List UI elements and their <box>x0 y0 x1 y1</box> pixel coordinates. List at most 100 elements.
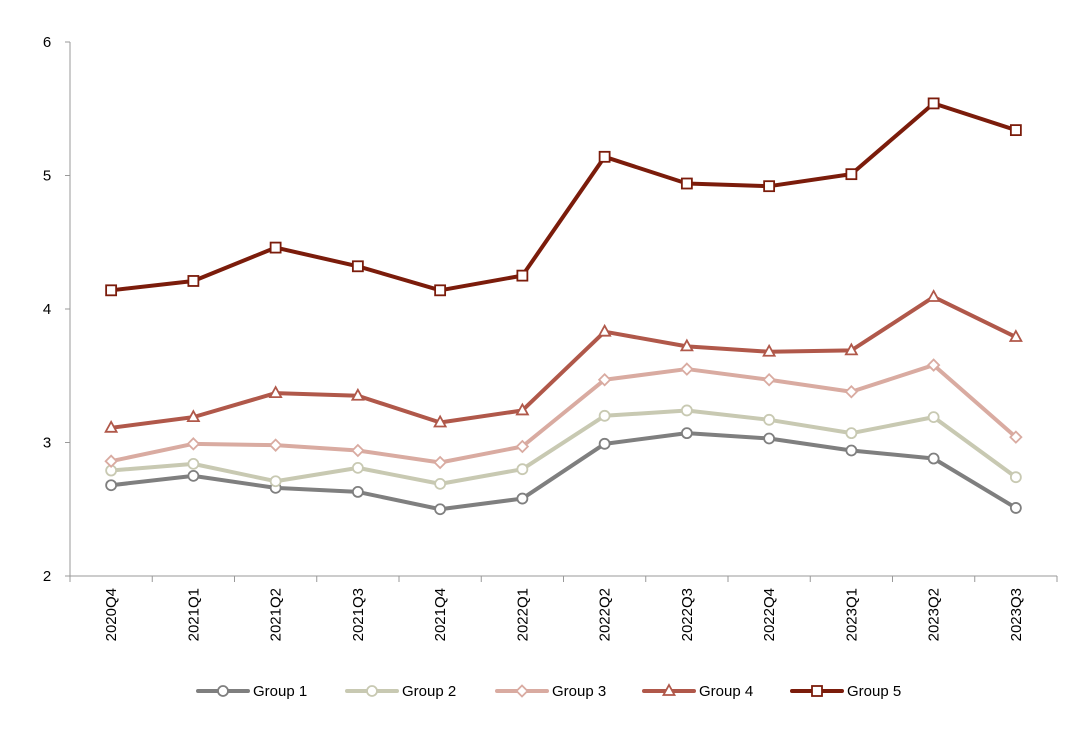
x-tick-label: 2022Q3 <box>679 588 696 641</box>
data-point: Group 2 2023Q2: 3.19 <box>927 411 940 424</box>
x-tick-label: 2023Q2 <box>926 588 943 641</box>
legend: Group 1 Group 2 Group 3 Group 4 Group 5 <box>196 683 901 700</box>
x-tick-label: 2023Q1 <box>843 588 860 641</box>
series-line <box>109 408 1018 486</box>
series-group-4: Group 4 2020Q4: 3.11 Group 4 2021Q1: 3.19… <box>104 289 1023 433</box>
data-point: Group 4 2023Q1: 3.69 <box>844 342 859 356</box>
data-point: Group 5 2022Q4: 4.92 <box>763 180 776 193</box>
data-point: Group 1 2023Q3: 2.51 <box>1009 502 1022 514</box>
legend-swatch-marker <box>515 684 529 698</box>
data-point: Group 4 2023Q2: 4.09 <box>926 289 941 302</box>
data-point: Group 2 2023Q1: 3.07 <box>845 427 858 440</box>
data-point: Group 2 2022Q1: 2.8 <box>516 463 529 476</box>
legend-item: Group 3 <box>495 683 606 700</box>
x-tick-label: 2022Q2 <box>597 588 614 641</box>
data-point: Group 2 2021Q2: 2.71 <box>269 475 282 488</box>
x-tick-label: 2021Q3 <box>350 588 367 641</box>
data-point: Group 2 2022Q3: 3.24 <box>680 404 693 417</box>
data-point: Group 2 2023Q3: 2.74 <box>1009 471 1022 484</box>
data-point: Group 1 2022Q3: 3.07 <box>680 427 693 440</box>
data-point: Group 3 2022Q4: 3.47 <box>762 372 776 387</box>
data-point: Group 5 2023Q1: 5.01 <box>845 168 858 181</box>
data-point: Group 1 2021Q4: 2.5 <box>434 503 447 516</box>
y-tick-label: 6 <box>43 34 51 51</box>
series-line <box>109 101 1018 293</box>
legend-item: Group 5 <box>790 683 901 700</box>
data-point: Group 4 2022Q3: 3.72 <box>679 338 694 352</box>
data-point: Group 3 2021Q3: 2.94 <box>351 443 365 458</box>
legend-item: Group 1 <box>196 683 307 700</box>
legend-swatch-marker <box>366 685 378 697</box>
series-layer: Group 1 2020Q4: 2.68 Group 1 2021Q1: 2.75… <box>104 97 1023 516</box>
data-point: Group 3 2022Q3: 3.55 <box>680 362 694 376</box>
x-tick-label: 2021Q4 <box>432 588 449 641</box>
data-point: Group 3 2023Q2: 3.58 <box>926 358 941 372</box>
y-tick-label: 4 <box>43 301 51 318</box>
x-tick-label: 2020Q4 <box>103 588 120 641</box>
data-point: Group 4 2021Q4: 3.15 <box>433 414 448 428</box>
series-group-5: Group 5 2020Q4: 4.14 Group 5 2021Q1: 4.21… <box>105 97 1022 297</box>
series-line <box>109 363 1018 465</box>
data-point: Group 5 2023Q3: 5.34 <box>1009 124 1022 137</box>
data-point: Group 3 2021Q4: 2.85 <box>433 455 447 470</box>
data-point: Group 4 2022Q2: 3.83 <box>597 323 612 337</box>
legend-swatch-marker <box>811 685 823 697</box>
x-tick-label: 2021Q1 <box>185 588 202 641</box>
data-point: Group 5 2022Q3: 4.94 <box>680 177 693 190</box>
data-point: Group 1 2020Q4: 2.68 <box>105 479 118 492</box>
data-point: Group 3 2023Q3: 3.04 <box>1009 430 1023 444</box>
data-point: Group 2 2021Q1: 2.84 <box>187 457 200 470</box>
x-tick-label: 2022Q4 <box>761 588 778 641</box>
data-point: Group 1 2022Q4: 3.03 <box>763 432 776 445</box>
legend-item: Group 4 <box>642 683 753 700</box>
data-point: Group 3 2022Q2: 3.47 <box>597 372 612 387</box>
legend-swatch-marker <box>217 685 229 697</box>
data-point: Group 3 2020Q4: 2.86 <box>104 454 118 468</box>
x-tick-label: 2022Q1 <box>514 588 531 641</box>
y-tick-label: 5 <box>43 168 51 185</box>
series-line <box>109 294 1018 430</box>
data-point: Group 4 2022Q4: 3.68 <box>762 343 777 357</box>
data-point: Group 1 2023Q1: 2.94 <box>845 444 858 457</box>
series-line <box>109 431 1018 512</box>
data-point: Group 1 2021Q1: 2.75 <box>187 469 200 482</box>
data-point: Group 3 2021Q2: 2.98 <box>268 438 283 452</box>
data-point: Group 5 2023Q2: 5.54 <box>927 97 940 110</box>
y-axis-ticks: 2 3 4 5 6 <box>43 34 70 585</box>
data-point: Group 4 2021Q2: 3.37 <box>268 385 283 399</box>
y-tick-label: 3 <box>43 435 51 452</box>
series-group-3: Group 3 2020Q4: 2.86 Group 3 2021Q1: 2.99… <box>104 358 1023 470</box>
data-point: Group 4 2021Q3: 3.35 <box>350 387 365 401</box>
data-point: Group 3 2022Q1: 2.97 <box>515 439 530 454</box>
data-point: Group 5 2021Q1: 4.21 <box>187 275 200 287</box>
data-point: Group 1 2023Q2: 2.88 <box>927 452 940 465</box>
y-tick-label: 2 <box>43 568 51 585</box>
data-point: Group 4 2020Q4: 3.11 <box>104 419 119 433</box>
x-tick-label: 2023Q3 <box>1008 588 1025 641</box>
data-point: Group 5 2020Q4: 4.14 <box>105 284 118 297</box>
series-group-1: Group 1 2020Q4: 2.68 Group 1 2021Q1: 2.75… <box>105 427 1022 516</box>
data-point: Group 4 2023Q3: 3.79 <box>1008 329 1023 342</box>
data-point: Group 1 2022Q1: 2.58 <box>516 492 529 505</box>
legend-label: Group 2 <box>402 683 456 700</box>
data-point: Group 5 2021Q3: 4.32 <box>351 260 364 273</box>
legend-label: Group 4 <box>699 683 753 700</box>
data-point: Group 5 2021Q2: 4.46 <box>269 241 282 254</box>
series-group-2: Group 2 2020Q4: 2.79Group 2 2021Q1: 2.84… <box>105 404 1022 490</box>
data-point: Group 2 2022Q4: 3.17 <box>763 413 776 426</box>
x-axis-ticks: 2020Q4 2021Q1 2021Q2 2021Q3 2021Q4 2022Q1 2022… <box>69 576 1058 641</box>
data-point: Group 5 2022Q1: 4.25 <box>516 269 529 282</box>
legend-label: Group 1 <box>253 683 307 700</box>
data-point: Group 4 2022Q1: 3.24 <box>515 402 530 416</box>
data-point: Group 2 2021Q4: 2.69 <box>434 477 447 490</box>
legend-item: Group 2 <box>345 683 456 700</box>
data-point: Group 1 2022Q2: 2.99 <box>598 437 611 450</box>
data-point: Group 2 2021Q3: 2.81 <box>351 461 364 474</box>
legend-label: Group 3 <box>552 683 606 700</box>
data-point: Group 3 2021Q1: 2.99 <box>186 437 201 451</box>
data-point: Group 5 2022Q2: 5.14 <box>598 150 611 163</box>
data-point: Group 1 2021Q3: 2.63 <box>351 485 364 498</box>
legend-swatch-marker <box>661 683 677 696</box>
legend-label: Group 5 <box>847 683 901 700</box>
